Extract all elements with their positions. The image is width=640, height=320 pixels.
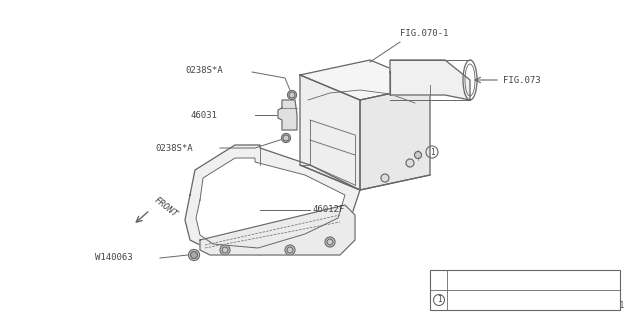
Text: 46031: 46031 <box>190 110 217 119</box>
Circle shape <box>222 247 228 253</box>
Text: FRONT: FRONT <box>152 195 179 219</box>
Circle shape <box>283 135 289 141</box>
Circle shape <box>381 174 389 182</box>
Polygon shape <box>200 205 355 255</box>
Circle shape <box>189 250 200 260</box>
Text: 0238S*A: 0238S*A <box>185 66 223 75</box>
Text: FIG.073: FIG.073 <box>503 76 541 84</box>
Text: A070001321: A070001321 <box>579 301 625 310</box>
Polygon shape <box>300 75 360 190</box>
Circle shape <box>406 159 414 167</box>
Text: FIG.070-1: FIG.070-1 <box>400 29 449 38</box>
Text: A50688 <’13MY1305->: A50688 <’13MY1305-> <box>486 295 580 305</box>
Circle shape <box>287 247 293 253</box>
Text: 1: 1 <box>429 148 435 156</box>
Circle shape <box>285 245 295 255</box>
Polygon shape <box>300 60 430 100</box>
Circle shape <box>282 133 291 142</box>
Circle shape <box>327 239 333 245</box>
Circle shape <box>191 252 198 259</box>
FancyBboxPatch shape <box>430 270 620 310</box>
Polygon shape <box>390 60 470 100</box>
Circle shape <box>415 151 422 158</box>
Polygon shape <box>185 145 360 255</box>
Circle shape <box>220 245 230 255</box>
Text: 0238S*A: 0238S*A <box>155 143 193 153</box>
Circle shape <box>289 92 295 98</box>
Text: 46012F: 46012F <box>312 205 344 214</box>
Text: 1: 1 <box>436 295 442 305</box>
Circle shape <box>287 91 296 100</box>
Text: W140063: W140063 <box>95 253 132 262</box>
Text: M12009 <-’13MY1305>: M12009 <-’13MY1305> <box>486 276 580 284</box>
Circle shape <box>325 237 335 247</box>
Polygon shape <box>278 100 297 130</box>
Polygon shape <box>360 85 430 190</box>
Polygon shape <box>196 158 345 248</box>
